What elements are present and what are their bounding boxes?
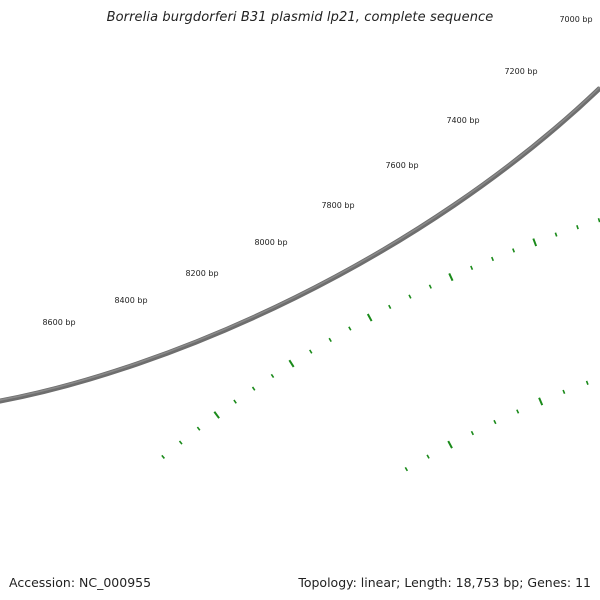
tick-label-group: 7000 bp 7200 bp 7400 bp 7600 bp 7800 bp 8000 … bbox=[42, 15, 592, 327]
tick-label: 8200 bp bbox=[185, 269, 218, 278]
sequence-summary: Topology: linear; Length: 18,753 bp; Gen… bbox=[298, 575, 591, 590]
outer-tick-minor bbox=[328, 337, 332, 343]
outer-tick-major bbox=[366, 313, 373, 322]
backbone-arc bbox=[0, 86, 600, 404]
outer-tick-minor bbox=[309, 349, 313, 354]
inner-tick-major bbox=[538, 397, 544, 406]
outer-tick-minor bbox=[178, 440, 183, 445]
tick-label: 8000 bp bbox=[254, 238, 287, 247]
outer-tick-minor bbox=[470, 265, 474, 270]
outer-tick-minor bbox=[408, 294, 412, 299]
tick-label: 8600 bp bbox=[42, 318, 75, 327]
inner-tick-minor bbox=[426, 454, 430, 459]
tick-label: 8400 bp bbox=[114, 296, 147, 305]
outer-tick-minor bbox=[233, 399, 237, 404]
outer-tick-minor bbox=[348, 326, 352, 331]
backbone-arc-highlight bbox=[0, 86, 600, 401]
inner-tick-major bbox=[447, 440, 453, 449]
outer-tick-minor bbox=[597, 218, 600, 223]
outer-tick-major bbox=[213, 411, 220, 419]
outer-tick-minor bbox=[251, 386, 256, 391]
outer-tick-minor bbox=[270, 373, 275, 379]
outer-tick-minor bbox=[428, 284, 432, 289]
inner-tick-ring bbox=[404, 380, 589, 472]
inner-tick-minor bbox=[404, 466, 409, 472]
map-title: Borrelia burgdorferi B31 plasmid lp21, c… bbox=[106, 10, 494, 25]
outer-tick-minor bbox=[576, 225, 579, 230]
outer-tick-minor bbox=[161, 454, 165, 459]
inner-tick-minor bbox=[562, 389, 566, 395]
outer-tick-minor bbox=[554, 232, 558, 237]
tick-label: 7800 bp bbox=[321, 201, 354, 210]
tick-label: 7200 bp bbox=[504, 67, 537, 76]
inner-tick-minor bbox=[585, 380, 589, 385]
tick-label: 7400 bp bbox=[446, 116, 479, 125]
outer-tick-minor bbox=[491, 256, 495, 262]
inner-tick-minor bbox=[516, 409, 520, 414]
inner-tick-minor bbox=[470, 430, 475, 436]
outer-tick-minor bbox=[388, 304, 392, 310]
outer-tick-ring bbox=[161, 218, 600, 459]
tick-label: 7600 bp bbox=[385, 161, 418, 170]
outer-tick-major bbox=[448, 272, 454, 282]
accession-label: Accession: NC_000955 bbox=[9, 575, 152, 590]
outer-tick-minor bbox=[512, 248, 516, 253]
inner-tick-minor bbox=[493, 419, 497, 425]
outer-tick-major bbox=[288, 359, 295, 368]
outer-tick-major bbox=[532, 238, 538, 247]
outer-tick-minor bbox=[196, 426, 201, 431]
tick-label: 7000 bp bbox=[559, 15, 592, 24]
